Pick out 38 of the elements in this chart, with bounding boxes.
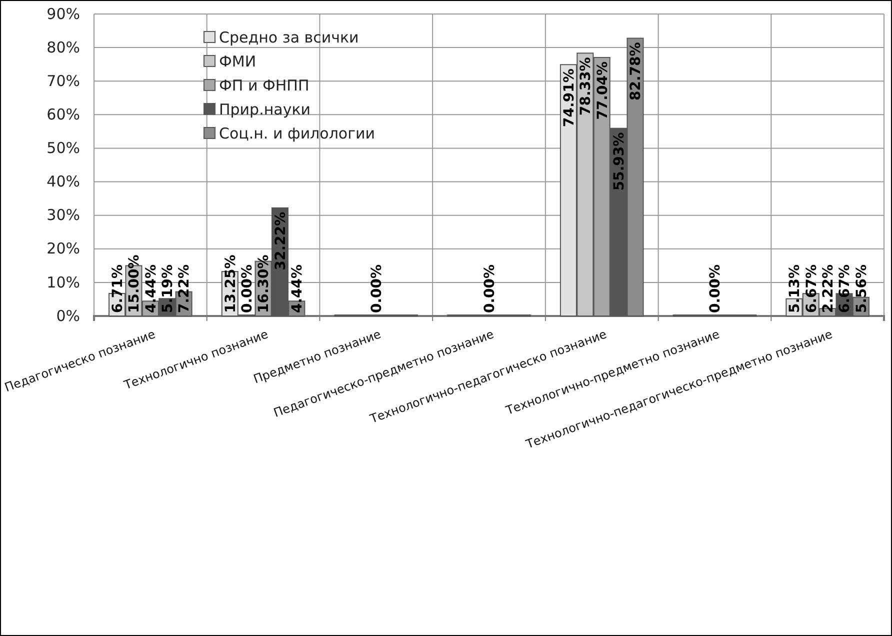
y-tick-label: 50% (46, 139, 80, 158)
legend-label: Средно за всички (219, 28, 359, 47)
data-label: 13.25% (222, 254, 239, 313)
legend-label: ФП и ФНПП (219, 76, 310, 95)
y-tick-label: 60% (46, 105, 80, 124)
data-label: 78.33% (578, 57, 594, 116)
data-label: 0.00% (239, 264, 256, 313)
data-label: 77.04% (594, 61, 611, 120)
data-label: 4.44% (143, 264, 160, 313)
y-tick-label: 70% (46, 72, 80, 90)
data-label: 15.00% (126, 254, 143, 313)
y-tick-label: 10% (46, 273, 80, 292)
legend-label: Соц.н. и филологии (219, 124, 375, 143)
legend-label: Прир.науки (219, 100, 311, 119)
data-label: 82.78% (628, 42, 644, 101)
data-label: 5.19% (160, 264, 176, 313)
data-label: 0.00% (708, 264, 724, 313)
y-tick-label: 30% (46, 206, 80, 224)
data-label: 0.00% (482, 264, 498, 313)
y-tick-label: 0% (56, 306, 80, 325)
data-label: 32.22% (272, 212, 289, 270)
data-label: 4.44% (290, 264, 306, 313)
data-label: 55.93% (611, 132, 628, 191)
data-label: 5.56% (854, 264, 870, 313)
legend-label: ФМИ (219, 52, 256, 71)
data-label: 6.67% (804, 264, 820, 313)
y-tick-label: 40% (46, 172, 80, 191)
data-label: 0.00% (369, 264, 386, 313)
y-tick-label: 20% (46, 240, 80, 258)
data-label: 7.22% (176, 264, 193, 313)
data-label: 5.13% (787, 264, 804, 313)
data-label: 16.30% (256, 254, 272, 313)
data-label: 6.71% (110, 264, 126, 313)
y-tick-label: 80% (46, 38, 80, 56)
y-tick-label: 90% (46, 4, 80, 23)
data-label: 74.91% (561, 68, 578, 127)
data-label: 6.67% (837, 264, 854, 313)
data-label: 2.22% (820, 264, 836, 313)
